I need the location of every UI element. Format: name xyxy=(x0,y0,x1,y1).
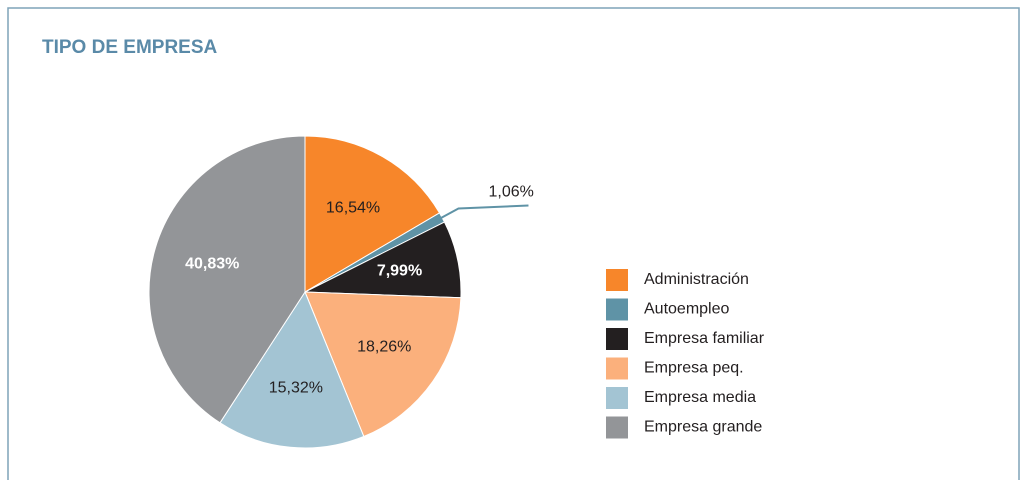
chart-title: TIPO DE EMPRESA xyxy=(42,37,218,58)
data-label: 7,99% xyxy=(377,263,422,280)
legend-swatch xyxy=(606,387,628,409)
pie-slice xyxy=(304,135,441,293)
data-label: 15,32% xyxy=(269,380,323,397)
data-label: 40,83% xyxy=(185,256,239,273)
frame xyxy=(7,7,1020,480)
pie-slice xyxy=(304,291,462,438)
pie-slice xyxy=(148,135,306,424)
legend-label: Autoempleo xyxy=(644,301,729,318)
legend-label: Empresa media xyxy=(644,389,756,406)
legend-swatch xyxy=(606,298,628,321)
legend-swatch xyxy=(606,357,628,380)
legend-label: Empresa grande xyxy=(644,419,762,436)
data-label: 18,26% xyxy=(357,339,411,356)
legend-swatch xyxy=(606,328,628,350)
data-label: 16,54% xyxy=(326,199,380,216)
legend-label: Administración xyxy=(644,271,749,288)
legend-swatch xyxy=(606,416,628,439)
legend-label: Empresa familiar xyxy=(644,330,765,347)
leader-line xyxy=(434,204,529,223)
legend-swatch xyxy=(606,269,628,291)
data-label: 1,06% xyxy=(488,184,533,201)
pie-slice xyxy=(219,290,365,449)
legend-label: Empresa peq. xyxy=(644,360,744,377)
